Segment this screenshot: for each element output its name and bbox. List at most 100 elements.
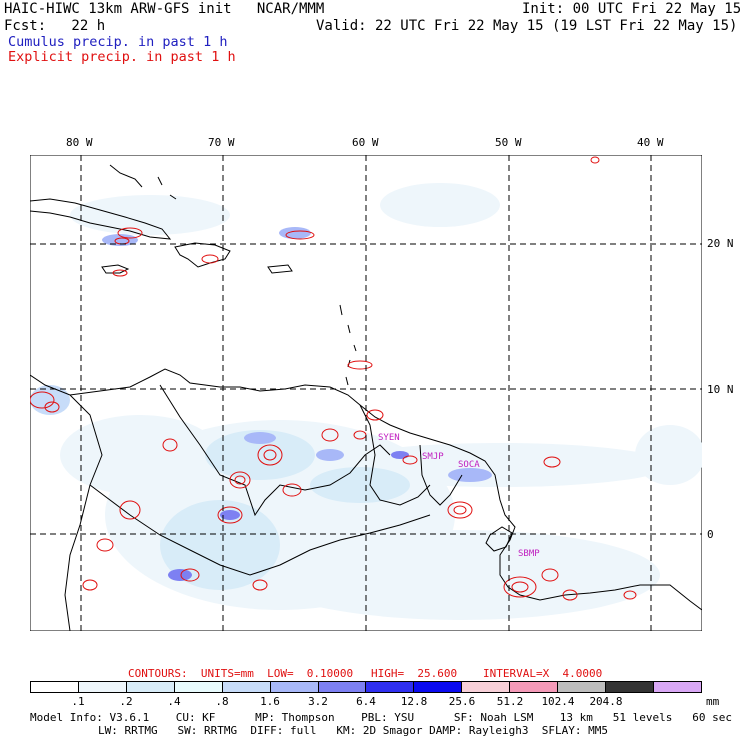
puerto-rico-coastline [267, 264, 293, 274]
cumulus-area [168, 569, 192, 581]
colorbar-tick-label: 204.8 [589, 695, 623, 708]
colorbar-swatch [174, 682, 223, 692]
colorbar-swatch [414, 682, 463, 692]
contours-info: CONTOURS: UNITS=mm LOW= 0.10000 [128, 667, 354, 680]
explicit-cell [119, 500, 141, 520]
guyana-border [359, 404, 431, 506]
colorbar-swatch [558, 682, 607, 692]
explicit-cell [562, 589, 578, 601]
bahamas-coastline [109, 164, 177, 200]
cumulus-area [220, 510, 240, 520]
coastline-layer [30, 164, 702, 631]
cumulus-area [60, 415, 220, 495]
contours-high: HIGH= 25.600 [371, 667, 458, 680]
lon-label-60w: 60 W [352, 136, 379, 149]
venezuela-border [159, 384, 391, 517]
cumulus-area [330, 443, 670, 487]
lesser-antilles [339, 304, 357, 386]
cumulus-area [391, 451, 409, 459]
colorbar-tick-label: .1 [71, 695, 85, 708]
cumulus-area [316, 449, 344, 461]
init-time: Init: 00 UTC Fri 22 May 15 [522, 1, 740, 17]
explicit-cell [541, 568, 559, 582]
colorbar-tick-label: 102.4 [541, 695, 575, 708]
colorbar-swatch [366, 682, 415, 692]
explicit-cell [44, 401, 60, 413]
colorbar-swatch [126, 682, 175, 692]
explicit-cell [252, 579, 268, 591]
explicit-cell [217, 506, 243, 524]
colorbar-tick-label: 25.6 [448, 695, 476, 708]
legend-cumulus: Cumulus precip. in past 1 h [8, 34, 228, 50]
model-info-line2: LW: RRTMG SW: RRTMG DIFF: full KM: 2D Sm… [98, 724, 608, 737]
colorbar-tick-label: .2 [119, 695, 133, 708]
colorbar-tick-label: 1.6 [260, 695, 280, 708]
jamaica-coastline [101, 264, 130, 274]
map-title: HAIC-HIWC 13km ARW-GFS init NCAR/MMM [4, 1, 325, 17]
precipitation-map: SYEN SMJP SOCA SBMP [30, 155, 702, 631]
explicit-cell [453, 505, 467, 515]
precip-colorbar [30, 681, 702, 693]
lon-label-50w: 50 W [495, 136, 522, 149]
station-label-smjp: SMJP [422, 452, 444, 462]
cumulus-area [205, 430, 315, 480]
explicit-cell [180, 568, 200, 582]
cumulus-area [244, 432, 276, 444]
explicit-cell [234, 475, 246, 485]
cumulus-area [70, 195, 230, 235]
station-label-syen: SYEN [378, 433, 400, 443]
explicit-cell [402, 455, 418, 465]
colorbar-swatch [78, 682, 127, 692]
lon-label-80w: 80 W [66, 136, 93, 149]
explicit-cell [447, 501, 473, 519]
colorbar-swatch [510, 682, 559, 692]
lat-label-20n: 20 N [707, 237, 734, 250]
explicit-cell [282, 483, 302, 497]
brazil-border [89, 484, 431, 576]
explicit-cell [366, 409, 384, 421]
colombia-border [64, 394, 103, 631]
explicit-cell [229, 471, 251, 489]
colorbar-unit: mm [706, 695, 720, 708]
cumulus-area [102, 234, 138, 246]
south-america-coastline [30, 368, 702, 611]
cumulus-area [260, 530, 660, 620]
model-info-line1: Model Info: V3.6.1 CU: KF MP: Thompson P… [30, 711, 732, 724]
lat-label-10n: 10 N [707, 383, 734, 396]
explicit-cell [321, 428, 339, 442]
explicit-cell [623, 590, 637, 600]
explicit-cell [257, 444, 283, 466]
colorbar-tick-label: .4 [167, 695, 181, 708]
cumulus-area [310, 467, 410, 503]
colorbar-tick-label: 12.8 [400, 695, 428, 708]
colorbar-swatch [606, 682, 654, 692]
latlon-grid [30, 155, 702, 631]
colorbar-swatch [653, 682, 701, 692]
cumulus-area [380, 183, 500, 227]
colorbar-swatch [270, 682, 319, 692]
colorbar-tick-label: 6.4 [356, 695, 376, 708]
explicit-cell [347, 360, 373, 370]
cumulus-area [160, 500, 280, 590]
colorbar-tick-label: 51.2 [496, 695, 524, 708]
explicit-cell [503, 576, 537, 598]
explicit-cell [590, 156, 600, 164]
colorbar-swatch [318, 682, 367, 692]
colorbar-swatch [31, 682, 79, 692]
station-label-soca: SOCA [458, 460, 480, 470]
explicit-precip-layer [30, 156, 637, 601]
explicit-cell [82, 579, 98, 591]
explicit-cell [543, 456, 561, 468]
valid-time: Valid: 22 UTC Fri 22 May 15 (19 LST Fri … [316, 18, 738, 34]
colorbar-swatch [222, 682, 271, 692]
explicit-cell [511, 581, 529, 593]
lon-label-70w: 70 W [208, 136, 235, 149]
amazon-delta [485, 526, 513, 552]
cuba-coastline [30, 198, 172, 240]
cumulus-precip-layer [30, 183, 702, 620]
station-label-sbmp: SBMP [518, 549, 540, 559]
explicit-cell [162, 438, 178, 452]
lat-label-0: 0 [707, 528, 714, 541]
colorbar-tick-label: 3.2 [308, 695, 328, 708]
suriname-border [419, 444, 463, 506]
